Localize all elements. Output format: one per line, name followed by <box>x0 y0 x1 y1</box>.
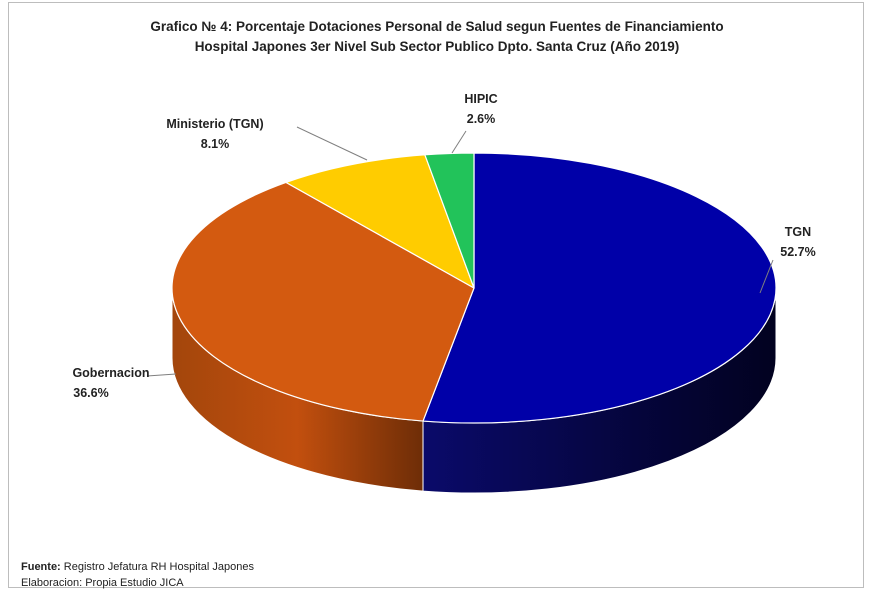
slice-value-gobernacion: 36.6% <box>73 386 108 400</box>
source-label: Fuente: <box>21 561 61 573</box>
slice-label-tgn: TGN <box>785 225 811 239</box>
leader-line-tgn <box>759 259 774 294</box>
slice-label-gobernacion: Gobernacion <box>72 366 149 380</box>
pie-slice-gobernacion <box>171 181 475 422</box>
leader-line-ministerio-tgn <box>296 126 368 161</box>
leader-line-hipic <box>451 130 467 154</box>
slice-label-hipic: HIPIC <box>464 92 497 106</box>
chart-frame: Grafico № 4: Porcentaje Dotaciones Perso… <box>8 2 865 591</box>
slice-value-hipic: 2.6% <box>467 112 496 126</box>
leader-line-gobernacion <box>146 373 177 377</box>
source-text: Registro Jefatura RH Hospital Japones <box>60 561 254 573</box>
slice-value-tgn: 52.7% <box>780 245 815 259</box>
pie-slice-hipic <box>424 152 475 289</box>
pie-chart: TGN 52.7% Gobernacion 36.6% Ministerio (TGN)… <box>72 92 816 494</box>
chart-title-line-1: Grafico № 4: Porcentaje Dotaciones Perso… <box>150 19 724 34</box>
chart-title: Grafico № 4: Porcentaje Dotaciones Perso… <box>9 17 865 57</box>
chart-title-line-2: Hospital Japones 3er Nivel Sub Sector Pu… <box>194 39 680 54</box>
pie-slice-tgn <box>422 152 777 424</box>
slice-value-ministerio-tgn: 8.1% <box>201 137 230 151</box>
chart-footer: Fuente: Registro Jefatura RH Hospital Ja… <box>21 559 254 591</box>
leader-lines <box>146 126 774 377</box>
pie-slices <box>171 152 777 424</box>
slice-label-ministerio-tgn: Ministerio (TGN) <box>166 117 263 131</box>
elaboration-note: Elaboracion: Propia Estudio JICA <box>21 577 184 589</box>
slice-labels: TGN 52.7% Gobernacion 36.6% Ministerio (TGN)… <box>72 92 815 400</box>
pie-slice-ministerio-tgn <box>285 154 475 289</box>
source-note: Fuente: Registro Jefatura RH Hospital Ja… <box>21 559 254 575</box>
